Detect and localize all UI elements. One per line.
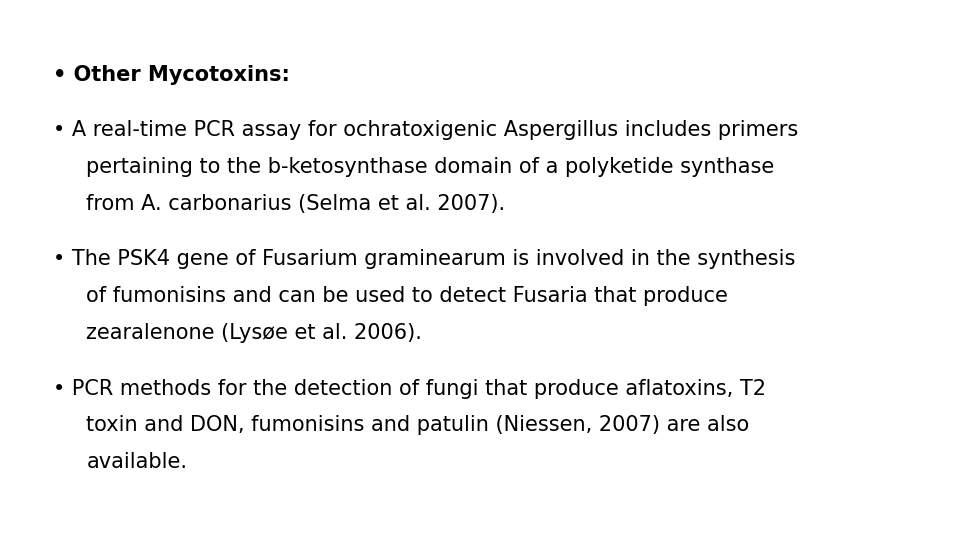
- Text: • Other Mycotoxins:: • Other Mycotoxins:: [53, 65, 290, 85]
- Text: available.: available.: [86, 452, 187, 472]
- Text: • The PSK4 gene of Fusarium graminearum is involved in the synthesis: • The PSK4 gene of Fusarium graminearum …: [53, 249, 795, 269]
- Text: zearalenone (Lysøe et al. 2006).: zearalenone (Lysøe et al. 2006).: [86, 323, 422, 343]
- Text: from A. carbonarius (Selma et al. 2007).: from A. carbonarius (Selma et al. 2007).: [86, 194, 506, 214]
- Text: pertaining to the b-ketosynthase domain of a polyketide synthase: pertaining to the b-ketosynthase domain …: [86, 157, 775, 177]
- Text: of fumonisins and can be used to detect Fusaria that produce: of fumonisins and can be used to detect …: [86, 286, 729, 306]
- Text: • PCR methods for the detection of fungi that produce aflatoxins, T2: • PCR methods for the detection of fungi…: [53, 379, 766, 399]
- Text: • A real-time PCR assay for ochratoxigenic Aspergillus includes primers: • A real-time PCR assay for ochratoxigen…: [53, 120, 798, 140]
- Text: toxin and DON, fumonisins and patulin (Niessen, 2007) are also: toxin and DON, fumonisins and patulin (N…: [86, 415, 750, 435]
